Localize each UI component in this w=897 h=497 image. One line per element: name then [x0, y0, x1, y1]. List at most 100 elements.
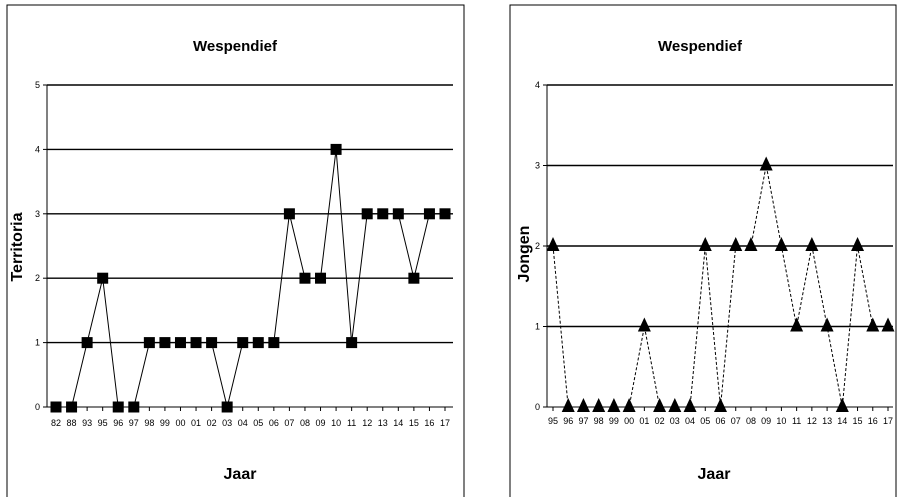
x-tick-label: 15	[409, 418, 419, 428]
chart-left-ylabel: Territoria	[9, 212, 26, 281]
x-tick-label: 96	[113, 418, 123, 428]
data-point	[128, 401, 140, 413]
data-point	[50, 401, 62, 413]
data-point	[330, 143, 342, 155]
chart-left-title: Wespendief	[193, 38, 278, 55]
data-point	[774, 237, 788, 251]
chart-right-frame	[509, 4, 897, 497]
x-tick-label: 02	[655, 416, 665, 426]
x-tick-label: 14	[837, 416, 847, 426]
data-point	[622, 398, 636, 412]
y-tick-label: 4	[535, 80, 540, 90]
data-point	[729, 237, 743, 251]
x-tick-label: 17	[440, 418, 450, 428]
x-tick-label: 04	[685, 416, 695, 426]
data-point	[546, 237, 560, 251]
data-point	[714, 398, 727, 412]
x-tick-label: 97	[578, 416, 588, 426]
y-tick-label: 0	[535, 402, 540, 412]
x-tick-label: 05	[700, 416, 710, 426]
x-tick-label: 88	[67, 418, 77, 428]
x-tick-label: 96	[563, 416, 573, 426]
x-tick-label: 97	[129, 418, 139, 428]
x-tick-label: 00	[175, 418, 185, 428]
data-point	[315, 272, 327, 284]
data-point	[805, 237, 819, 251]
data-point	[377, 208, 389, 220]
y-tick-label: 3	[35, 209, 40, 219]
x-tick-label: 12	[807, 416, 817, 426]
data-point	[252, 337, 264, 349]
x-tick-label: 93	[82, 418, 92, 428]
data-point	[299, 272, 311, 284]
data-point	[392, 208, 404, 220]
x-tick-label: 07	[284, 418, 294, 428]
data-point	[174, 337, 186, 349]
x-tick-label: 02	[207, 418, 217, 428]
x-tick-label: 01	[639, 416, 649, 426]
x-tick-label: 95	[548, 416, 558, 426]
data-point	[237, 337, 249, 349]
chart-right-ylabel: Jongen	[516, 226, 533, 283]
x-tick-label: 06	[269, 418, 279, 428]
data-point	[698, 237, 712, 251]
series-line	[552, 165, 888, 408]
x-tick-label: 03	[222, 418, 232, 428]
x-tick-label: 99	[160, 418, 170, 428]
x-tick-label: 16	[868, 416, 878, 426]
data-point	[346, 337, 358, 349]
x-tick-label: 09	[761, 416, 771, 426]
data-point	[66, 401, 78, 413]
x-tick-label: 03	[670, 416, 680, 426]
data-point	[759, 156, 773, 171]
data-point	[653, 398, 667, 412]
x-tick-label: 08	[746, 416, 756, 426]
y-tick-label: 5	[35, 80, 40, 90]
data-point	[835, 398, 849, 412]
x-tick-label: 11	[792, 416, 801, 426]
data-point	[820, 317, 834, 332]
data-point	[637, 317, 651, 332]
data-point	[607, 398, 621, 412]
data-point	[408, 272, 420, 284]
data-point	[866, 317, 880, 332]
data-point	[576, 398, 590, 412]
data-point	[561, 398, 575, 412]
y-tick-label: 1	[35, 338, 40, 348]
chart-left-frame	[6, 4, 465, 497]
x-tick-label: 00	[624, 416, 634, 426]
data-point	[190, 337, 202, 349]
x-tick-label: 17	[883, 416, 893, 426]
x-tick-label: 10	[331, 418, 341, 428]
y-tick-label: 3	[535, 161, 540, 171]
x-tick-label: 82	[51, 418, 61, 428]
data-point	[112, 401, 124, 413]
y-tick-label: 4	[35, 144, 40, 154]
data-point	[744, 237, 758, 251]
x-tick-label: 99	[609, 416, 619, 426]
x-tick-label: 12	[362, 418, 372, 428]
x-tick-label: 06	[715, 416, 725, 426]
data-point	[206, 337, 218, 349]
x-tick-label: 04	[238, 418, 248, 428]
x-tick-label: 13	[822, 416, 832, 426]
data-point	[423, 208, 435, 220]
chart-left-xlabel: Jaar	[224, 466, 257, 483]
data-point	[221, 401, 233, 413]
x-tick-label: 14	[393, 418, 403, 428]
x-tick-label: 09	[316, 418, 326, 428]
x-tick-label: 07	[731, 416, 741, 426]
x-tick-label: 10	[776, 416, 786, 426]
y-tick-label: 0	[35, 402, 40, 412]
chart-right-title: Wespendief	[658, 38, 743, 55]
y-tick-label: 2	[35, 273, 40, 283]
data-point	[143, 337, 155, 349]
x-tick-label: 05	[253, 418, 263, 428]
x-tick-label: 98	[144, 418, 154, 428]
data-point	[361, 208, 373, 220]
y-tick-label: 2	[535, 241, 540, 251]
